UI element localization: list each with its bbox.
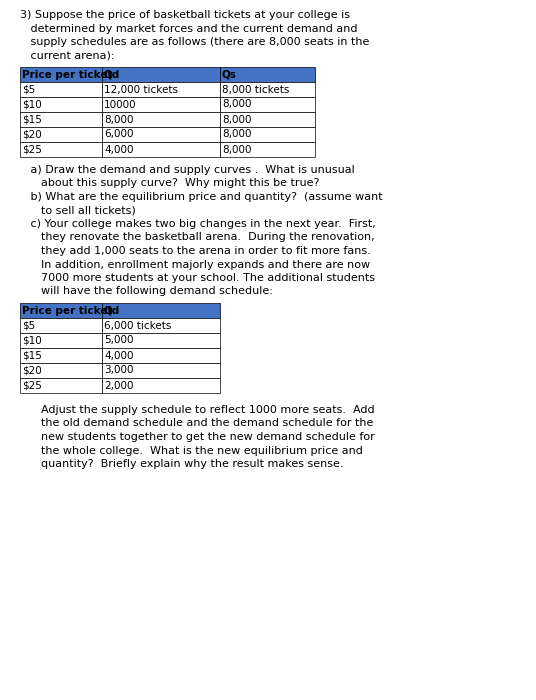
Text: 4,000: 4,000 [104,351,133,360]
Text: Qd: Qd [104,305,120,316]
Bar [220,112,315,127]
Bar [20,333,102,348]
Text: 7000 more students at your school. The additional students: 7000 more students at your school. The a… [20,273,375,283]
Bar [102,82,220,97]
Text: 8,000: 8,000 [222,115,251,125]
Text: 3) Suppose the price of basketball tickets at your college is: 3) Suppose the price of basketball ticke… [20,10,350,20]
Text: $10: $10 [22,99,42,109]
Text: the old demand schedule and the demand schedule for the: the old demand schedule and the demand s… [20,419,374,428]
Text: Qs: Qs [222,69,237,80]
Text: 8,000: 8,000 [222,130,251,139]
Bar [102,348,220,363]
Bar [220,97,315,112]
Text: $15: $15 [22,115,42,125]
Text: 8,000: 8,000 [104,115,133,125]
Bar [20,112,102,127]
Text: Price per ticket: Price per ticket [22,69,113,80]
Text: 4,000: 4,000 [104,144,133,155]
Text: 6,000: 6,000 [104,130,133,139]
Text: 8,000: 8,000 [222,99,251,109]
Text: 8,000: 8,000 [222,144,251,155]
Bar [20,348,102,363]
Text: $10: $10 [22,335,42,346]
Text: Price per ticket: Price per ticket [22,305,113,316]
Text: the whole college.  What is the new equilibrium price and: the whole college. What is the new equil… [20,445,363,456]
Text: they add 1,000 seats to the arena in order to fit more fans.: they add 1,000 seats to the arena in ord… [20,246,371,256]
Bar [220,82,315,97]
Text: 3,000: 3,000 [104,365,133,375]
Text: a) Draw the demand and supply curves .  What is unusual: a) Draw the demand and supply curves . W… [20,165,355,175]
Bar [20,378,102,393]
Text: Adjust the supply schedule to reflect 1000 more seats.  Add: Adjust the supply schedule to reflect 10… [20,405,375,415]
Bar [20,82,102,97]
Text: new students together to get the new demand schedule for: new students together to get the new dem… [20,432,375,442]
Bar [20,142,102,157]
Text: b) What are the equilibrium price and quantity?  (assume want: b) What are the equilibrium price and qu… [20,192,383,202]
Text: supply schedules are as follows (there are 8,000 seats in the: supply schedules are as follows (there a… [20,37,369,47]
Bar [20,97,102,112]
Text: will have the following demand schedule:: will have the following demand schedule: [20,286,273,297]
Text: about this supply curve?  Why might this be true?: about this supply curve? Why might this … [20,178,319,188]
Bar [20,67,102,82]
Text: current arena):: current arena): [20,50,115,60]
Text: $5: $5 [22,321,35,330]
Bar [20,363,102,378]
Text: Qd: Qd [104,69,120,80]
Bar [20,303,102,318]
Text: to sell all tickets): to sell all tickets) [20,206,136,216]
Bar [102,333,220,348]
Text: c) Your college makes two big changes in the next year.  First,: c) Your college makes two big changes in… [20,219,376,229]
Bar [102,378,220,393]
Text: 10000: 10000 [104,99,137,109]
Text: determined by market forces and the current demand and: determined by market forces and the curr… [20,24,358,34]
Text: 6,000 tickets: 6,000 tickets [104,321,172,330]
Bar [102,142,220,157]
Bar [102,303,220,318]
Bar [220,142,315,157]
Bar [102,97,220,112]
Text: 8,000 tickets: 8,000 tickets [222,85,289,95]
Text: they renovate the basketball arena.  During the renovation,: they renovate the basketball arena. Duri… [20,232,375,242]
Bar [102,112,220,127]
Bar [102,363,220,378]
Bar [20,127,102,142]
Text: $25: $25 [22,381,42,391]
Text: $5: $5 [22,85,35,95]
Bar [220,127,315,142]
Text: In addition, enrollment majorly expands and there are now: In addition, enrollment majorly expands … [20,260,370,270]
Text: 12,000 tickets: 12,000 tickets [104,85,178,95]
Bar [102,127,220,142]
Bar [220,67,315,82]
Text: $25: $25 [22,144,42,155]
Text: $20: $20 [22,130,42,139]
Text: $15: $15 [22,351,42,360]
Bar [102,67,220,82]
Text: $20: $20 [22,365,42,375]
Text: quantity?  Briefly explain why the result makes sense.: quantity? Briefly explain why the result… [20,459,344,469]
Bar [20,318,102,333]
Bar [102,318,220,333]
Text: 5,000: 5,000 [104,335,133,346]
Text: 2,000: 2,000 [104,381,133,391]
